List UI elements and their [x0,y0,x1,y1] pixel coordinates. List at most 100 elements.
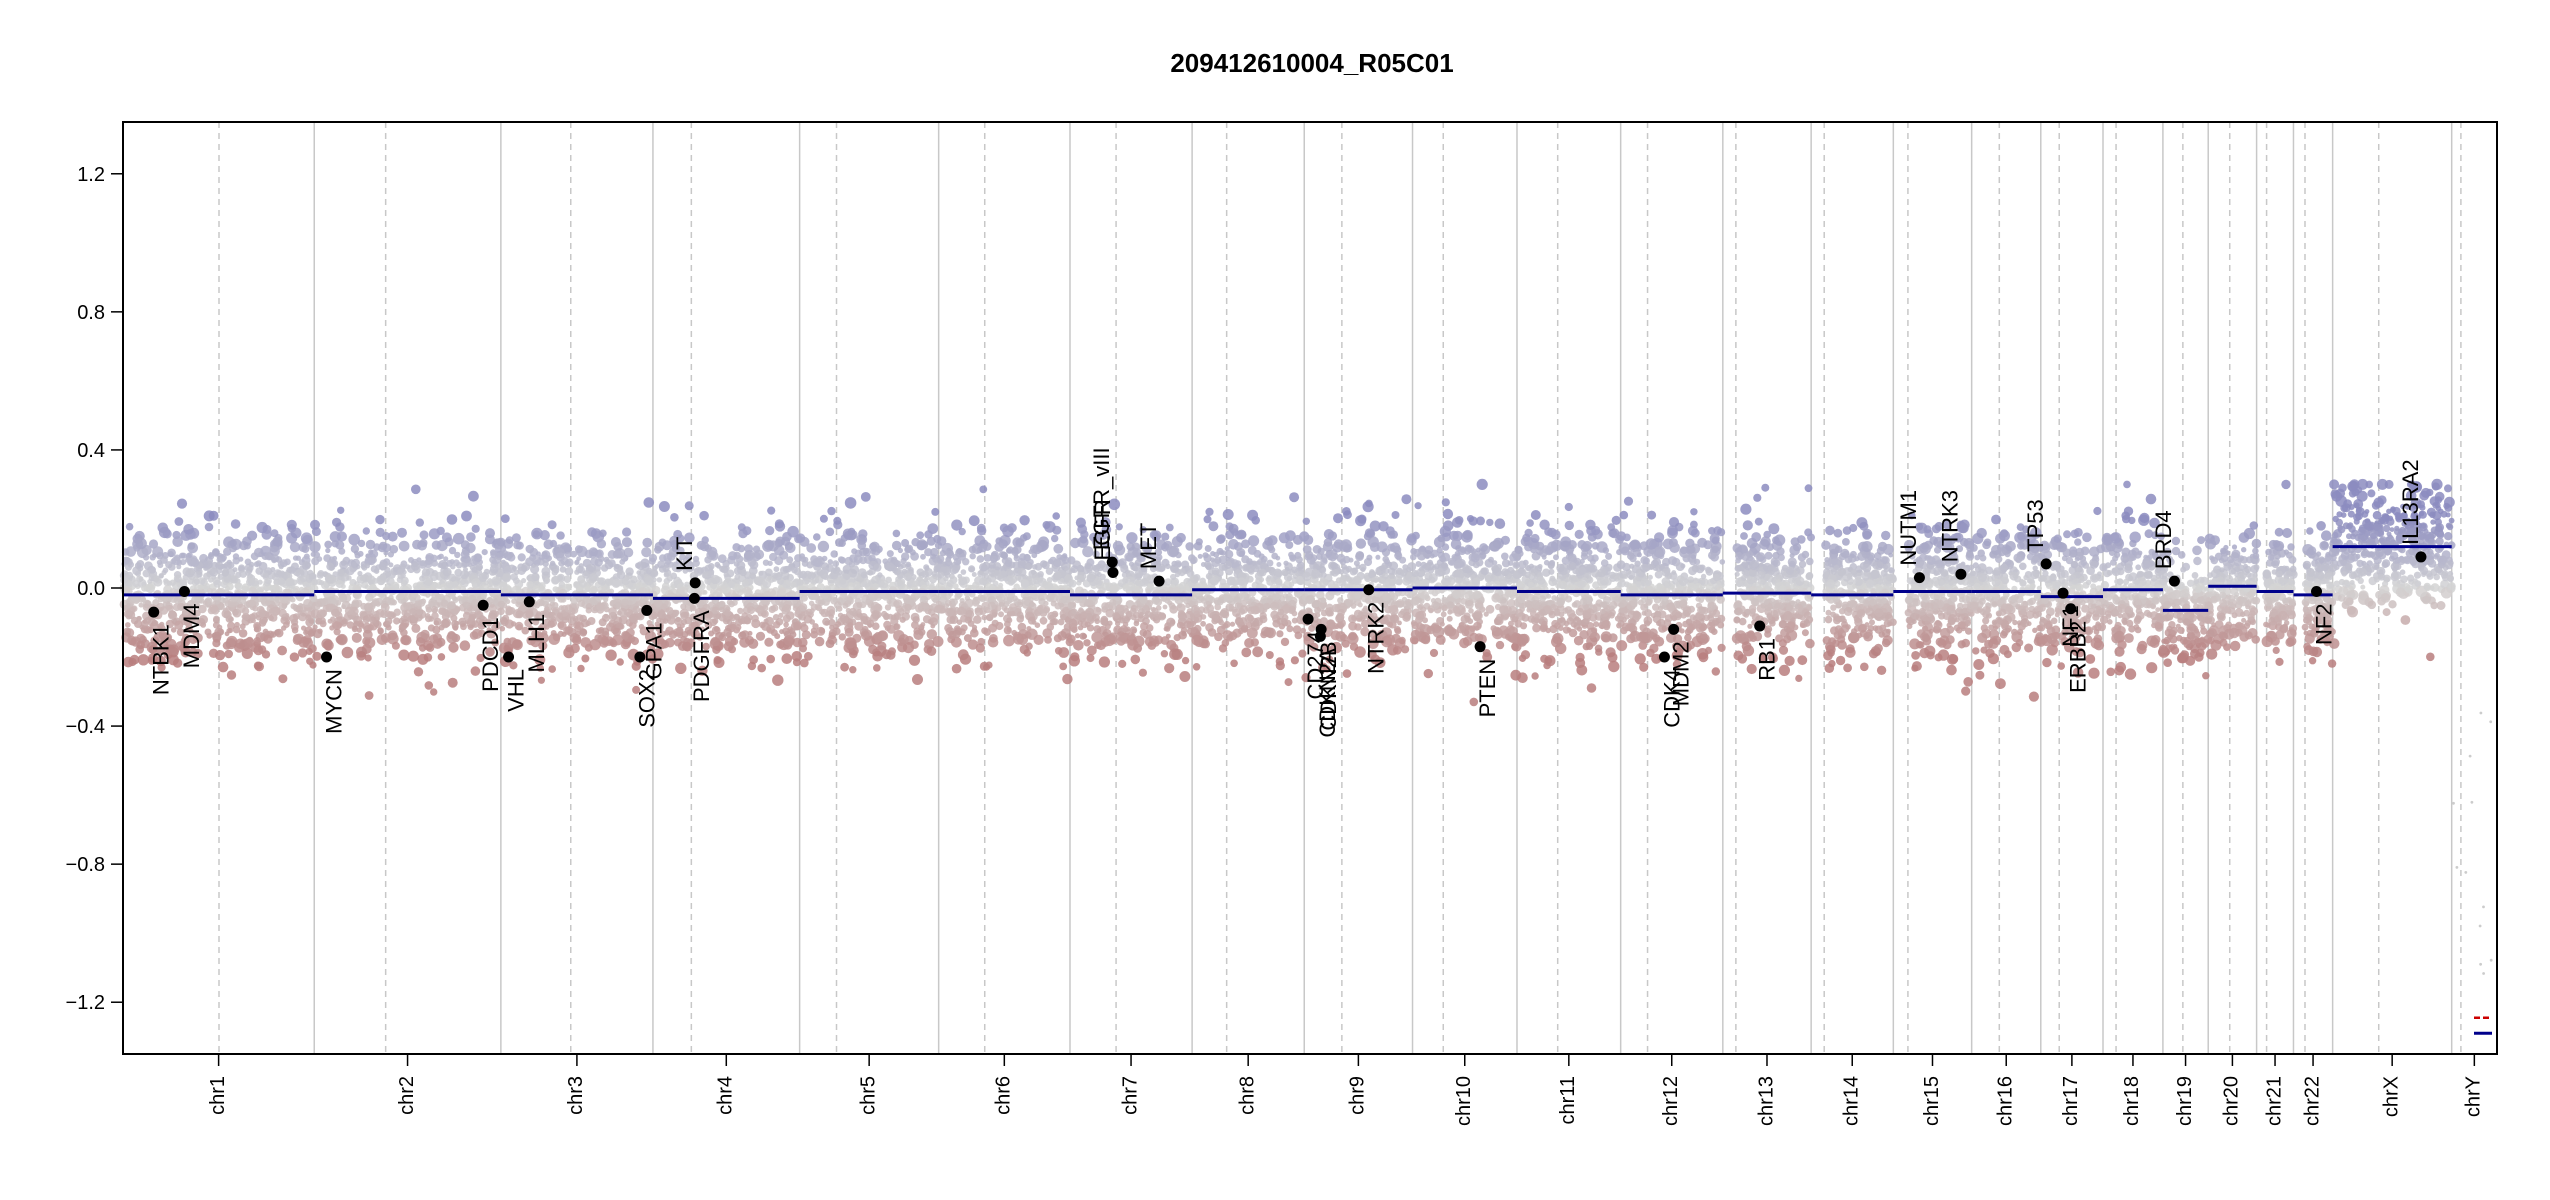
probe-point [148,566,156,574]
probe-point [894,560,902,568]
probe-point [605,649,617,661]
probe-point [625,567,634,576]
probe-point [441,532,452,543]
probe-point [480,591,488,599]
probe-point [128,657,137,667]
probe-point [390,581,400,591]
probe-point [551,569,558,576]
probe-point [629,613,639,623]
probe-point [1292,534,1303,545]
probe-point [443,556,449,562]
probe-point [362,629,373,640]
probe-point [254,661,264,672]
probe-point [485,647,495,657]
probe-point [208,648,219,658]
probe-point [1273,593,1281,601]
probe-point [964,598,974,608]
probe-point [312,624,318,630]
probe-point [818,570,824,576]
probe-point [158,573,164,579]
probe-point [621,537,633,548]
probe-point [265,600,271,606]
probe-point [301,561,311,570]
probe-point [346,621,355,629]
probe-point [541,566,551,576]
probe-point [253,626,260,633]
probe-point [564,567,574,576]
probe-point [502,573,512,583]
probe-point [1044,521,1056,533]
probe-point [998,601,1005,608]
probe-point [844,497,857,509]
probe-point [562,543,572,553]
probe-point [881,610,888,618]
probe-point [391,641,400,650]
probe-point [278,609,287,618]
probe-point [627,635,636,643]
probe-point [1253,549,1262,558]
probe-point [969,553,976,560]
probe-point [1133,620,1140,627]
probe-point [1170,604,1176,610]
probe-point [387,551,394,558]
probe-point [1139,611,1144,617]
probe-point [208,552,214,558]
probe-point [365,539,376,550]
probe-point [784,565,792,573]
probe-point [336,622,343,629]
probe-point [579,579,587,588]
probe-point [749,655,758,665]
probe-point [447,601,456,610]
probe-point [603,613,609,619]
probe-point [1116,604,1124,612]
probe-point [896,579,904,587]
probe-point [903,573,912,582]
probe-point [364,654,372,662]
probe-point [807,571,816,580]
probe-point [929,575,937,584]
probe-point [1058,647,1070,658]
probe-point [326,562,335,571]
probe-point [604,560,614,570]
probe-point [364,691,374,700]
probe-point [300,532,313,544]
probe-point [415,637,426,647]
probe-point [616,658,624,666]
probe-point [1201,639,1210,649]
probe-point [195,603,201,609]
probe-point [491,638,500,647]
probe-point [1017,601,1023,608]
probe-point [732,543,741,552]
probe-point [297,609,303,615]
probe-point [1202,552,1209,559]
probe-point [404,609,411,617]
probe-point [1115,631,1127,642]
probe-point [483,568,490,575]
probe-point [174,620,184,630]
probe-point [1124,552,1134,562]
probe-point [216,556,223,563]
probe-point [415,518,424,527]
probe-point [981,627,989,635]
probe-point [767,540,779,552]
probe-point [262,616,268,623]
probe-point [847,622,854,629]
probe-point [170,627,177,633]
probe-point [306,582,312,588]
probe-point [737,607,744,615]
probe-point [1241,592,1248,598]
probe-point [832,627,841,636]
probe-point [1032,544,1043,555]
probe-point [1230,659,1238,668]
probe-point [1037,604,1047,614]
probe-point [180,559,187,566]
probe-point [791,651,803,662]
probe-point [189,636,198,645]
probe-point [339,560,349,570]
probe-point [1289,492,1300,503]
probe-point [1124,616,1130,622]
probe-point [892,529,901,538]
probe-point [169,579,176,586]
probe-point [197,584,204,590]
probe-point [1009,578,1016,585]
